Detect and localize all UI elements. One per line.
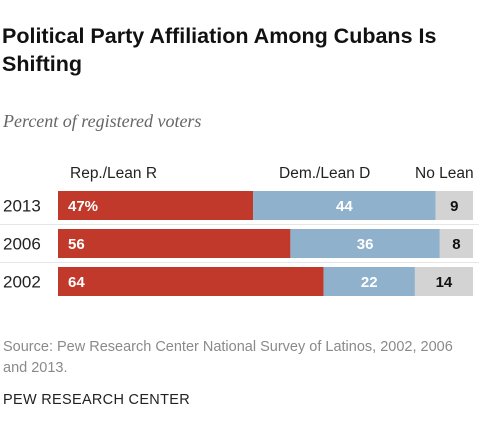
bar-no-lean-2013: [435, 191, 473, 220]
data-label-no-lean-2002: 14: [436, 274, 453, 291]
year-label: 2006: [3, 235, 41, 254]
bar-no-lean-2006: [439, 229, 473, 258]
bar-dem-2006: [290, 229, 440, 258]
data-label-no-lean-2013: 9: [450, 198, 458, 215]
data-label-dem-2013: 44: [336, 198, 353, 215]
data-label-dem-2006: 36: [357, 236, 374, 253]
bar-no-lean-2002: [414, 267, 473, 296]
legend-rep: Rep./Lean R: [70, 165, 158, 182]
bar-rep-2006: [58, 229, 291, 258]
data-label-rep-2013: 47%: [68, 198, 98, 215]
bar-dem-2002: [323, 267, 415, 296]
year-label: 2013: [3, 197, 41, 216]
data-label-no-lean-2006: 8: [452, 236, 460, 253]
data-label-rep-2006: 56: [68, 236, 85, 253]
year-label: 2002: [3, 273, 41, 292]
source-note: Source: Pew Research Center National Sur…: [3, 339, 453, 376]
bar-rep-2002: [58, 267, 324, 296]
chart-title: Political Party Affiliation Among Cubans…: [2, 24, 437, 76]
brand-footer: PEW RESEARCH CENTER: [3, 392, 190, 408]
bar-rep-2013: [58, 191, 254, 220]
legend-no-lean: No Lean: [415, 165, 474, 182]
data-label-rep-2002: 64: [68, 274, 85, 291]
legend-dem: Dem./Lean D: [279, 165, 371, 182]
bar-dem-2013: [253, 191, 436, 220]
data-label-dem-2002: 22: [361, 274, 378, 291]
chart-subtitle: Percent of registered voters: [3, 111, 202, 131]
